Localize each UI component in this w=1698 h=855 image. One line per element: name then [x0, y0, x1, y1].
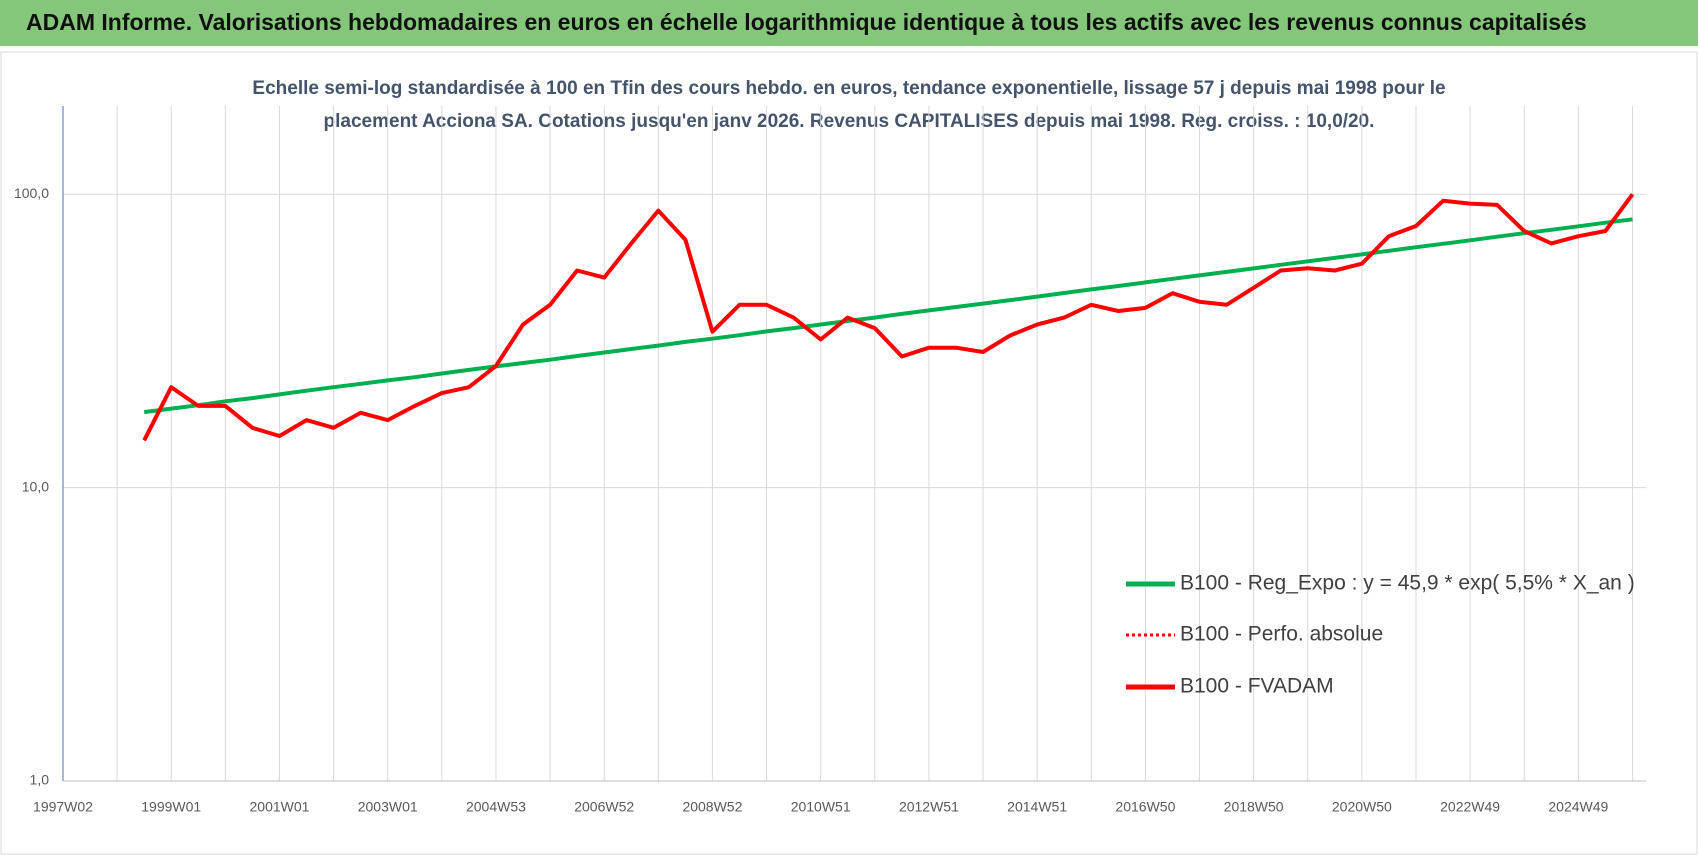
legend-label: B100 - Reg_Expo : y = 45,9 * exp( 5,5% *…	[1180, 572, 1635, 595]
series-line	[142, 193, 1635, 442]
x-tick-label: 2012W51	[899, 799, 959, 815]
x-tick-label: 2008W52	[682, 799, 742, 815]
y-tick-label: 100,0	[14, 185, 49, 201]
x-tick-label: 2006W52	[574, 799, 634, 815]
chart-frame	[0, 51, 1698, 855]
x-tick-label: 1997W02	[33, 799, 93, 815]
x-tick-label: 2018W50	[1224, 799, 1284, 815]
x-tick-label: 1999W01	[141, 799, 201, 815]
x-tick-label: 2016W50	[1115, 799, 1175, 815]
chart-subtitle: Echelle semi-log standardisée à 100 en T…	[252, 78, 1445, 99]
y-tick-label: 10,0	[22, 478, 49, 494]
x-tick-label: 2014W51	[1007, 799, 1067, 815]
x-tick-label: 2022W49	[1440, 799, 1500, 815]
x-tick-label: 2010W51	[791, 799, 851, 815]
x-tick-label: 2003W01	[358, 799, 418, 815]
x-tick-label: 2024W49	[1548, 799, 1608, 815]
series-line	[143, 217, 1633, 415]
legend-label: B100 - FVADAM	[1180, 675, 1334, 698]
x-tick-label: 2001W01	[250, 799, 310, 815]
legend-label: B100 - Perfo. absolue	[1180, 623, 1383, 646]
chart-subtitle: placement Acciona SA. Cotations jusqu'en…	[324, 111, 1375, 132]
x-tick-label: 2020W50	[1332, 799, 1392, 815]
x-tick-label: 2004W53	[466, 799, 526, 815]
chart-title: ADAM Informe. Valorisations hebdomadaire…	[26, 9, 1587, 35]
y-tick-label: 1,0	[30, 772, 50, 788]
title-bar	[0, 0, 1698, 46]
